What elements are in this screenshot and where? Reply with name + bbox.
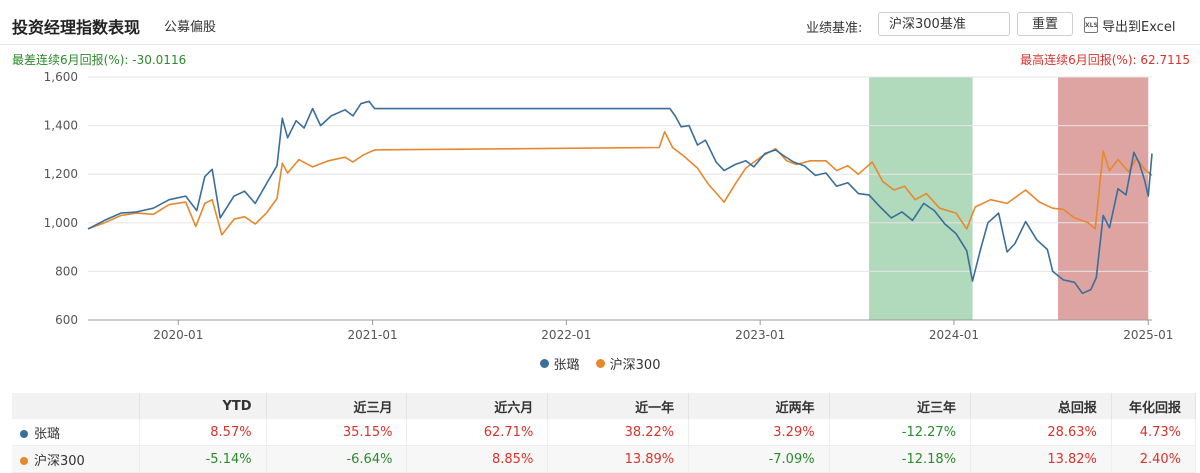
return-cell: 2.40%	[1111, 445, 1197, 473]
benchmark-input[interactable]: 沪深300基准	[878, 12, 1010, 36]
x-tick-label: 2025-01	[1123, 328, 1173, 342]
col-header: YTD	[139, 393, 267, 419]
return-cell: 28.63%	[970, 419, 1112, 446]
return-cell: 3.29%	[688, 419, 830, 446]
return-cell: 13.89%	[547, 445, 690, 473]
return-cell: 35.15%	[266, 419, 408, 446]
col-header	[12, 393, 141, 419]
series-dot	[20, 430, 28, 438]
line-chart: 600 800 1,000 1,200 1,400 1,600 2020-01 2021-01…	[44, 70, 1174, 342]
chart-legend: 张璐 沪深300	[0, 354, 1200, 373]
x-tick-label: 2023-01	[735, 328, 785, 342]
benchmark-label: 业绩基准:	[806, 21, 863, 36]
return-cell: -5.14%	[139, 445, 267, 473]
x-tick-label: 2022-01	[541, 328, 591, 342]
category-label: 公募偏股	[164, 20, 217, 35]
returns-table: YTD 近三月 近六月 近一年 近两年 近三年 总回报 年化回报 张璐 8.57%…	[12, 393, 1197, 473]
y-tick-label: 1,600	[44, 70, 78, 84]
highlight-band	[1058, 77, 1149, 320]
x-tick-label: 2020-01	[153, 328, 203, 342]
series-line-manager	[87, 100, 1153, 295]
row-name-cell: 张璐	[12, 419, 141, 446]
col-header: 近三年	[829, 393, 972, 419]
row-name-cell: 沪深300	[12, 445, 141, 473]
return-cell: 8.57%	[139, 419, 267, 446]
return-cell: -12.27%	[829, 419, 972, 446]
worst-6m-return: 最差连续6月回报(%): -30.0116	[12, 53, 187, 67]
row-name: 沪深300	[34, 453, 85, 469]
return-cell: 38.22%	[547, 419, 690, 446]
legend-label: 沪深300	[609, 358, 661, 373]
x-tick-label: 2024-01	[929, 328, 979, 342]
table-row: 沪深300 -5.14% -6.64% 8.85% 13.89% -7.09% -12.18…	[12, 445, 1197, 473]
x-tick-label: 2021-01	[348, 328, 398, 342]
col-header: 年化回报	[1111, 393, 1197, 419]
excel-icon: XLS	[1084, 17, 1098, 33]
legend-item-benchmark[interactable]: 沪深300	[595, 354, 661, 373]
y-tick-label: 1,000	[44, 216, 78, 230]
legend-dot	[595, 359, 605, 368]
export-excel-button[interactable]: XLS 导出到Excel	[1084, 14, 1175, 36]
return-cell: 62.71%	[406, 419, 549, 446]
page-title: 投资经理指数表现	[12, 18, 141, 37]
col-header: 近一年	[547, 393, 690, 419]
series-dot	[20, 457, 28, 465]
y-tick-label: 1,200	[44, 167, 78, 181]
y-tick-label: 1,400	[44, 119, 78, 133]
col-header: 近三月	[266, 393, 408, 419]
row-name: 张璐	[34, 426, 61, 442]
col-header: 近两年	[688, 393, 830, 419]
return-cell: -6.64%	[266, 445, 408, 473]
legend-label: 张璐	[553, 358, 580, 373]
table-header-row: YTD 近三月 近六月 近一年 近两年 近三年 总回报 年化回报	[12, 393, 1197, 419]
y-tick-label: 800	[55, 264, 78, 278]
return-cell: 8.85%	[406, 445, 549, 473]
return-cell: -12.18%	[829, 445, 972, 473]
header: 投资经理指数表现 公募偏股 业绩基准: 沪深300基准 重置 XLS 导出到Ex…	[0, 0, 1200, 45]
return-cell: 13.82%	[970, 445, 1112, 473]
table-row: 张璐 8.57% 35.15% 62.71% 38.22% 3.29% -12.27% 28.…	[12, 419, 1197, 446]
reset-button[interactable]: 重置	[1017, 12, 1073, 36]
col-header: 总回报	[970, 393, 1112, 419]
legend-item-manager[interactable]: 张璐	[539, 354, 580, 373]
legend-dot	[539, 359, 549, 368]
col-header: 近六月	[406, 393, 549, 419]
y-tick-label: 600	[55, 313, 78, 327]
export-label: 导出到Excel	[1102, 19, 1176, 35]
return-cell: -7.09%	[688, 445, 830, 473]
return-cell: 4.73%	[1111, 419, 1197, 446]
highlight-band	[869, 77, 973, 320]
best-6m-return: 最高连续6月回报(%): 62.7115	[1020, 53, 1190, 67]
